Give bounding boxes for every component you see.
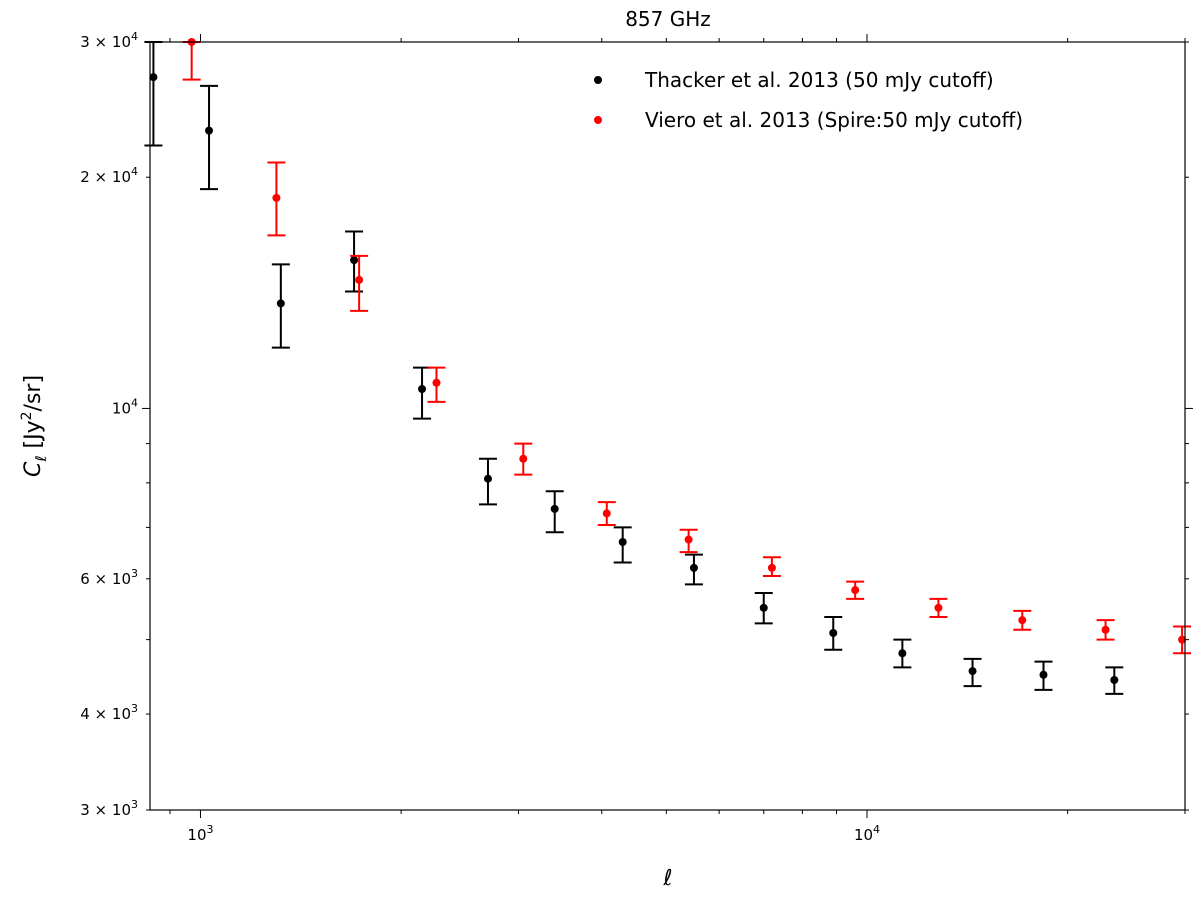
data-point xyxy=(1018,616,1027,625)
data-point xyxy=(767,563,776,572)
data-point xyxy=(432,378,441,387)
data-point xyxy=(602,509,611,518)
y-tick-label: 3 × 103 xyxy=(80,798,138,819)
legend: Thacker et al. 2013 (50 mJy cutoff) Viero… xyxy=(594,68,1023,132)
data-point xyxy=(418,384,427,393)
y-tick-label: 6 × 103 xyxy=(80,567,138,588)
data-point xyxy=(276,299,285,308)
x-axis-label: ℓ xyxy=(662,866,672,891)
data-point xyxy=(205,126,214,135)
data-point xyxy=(1101,625,1110,634)
plot-frame xyxy=(149,41,1186,811)
data-point xyxy=(1178,635,1187,644)
data-point xyxy=(1039,670,1048,679)
data-point xyxy=(355,275,364,284)
data-point xyxy=(851,586,860,595)
chart-title: 857 GHz xyxy=(625,7,711,31)
data-point xyxy=(934,603,943,612)
data-point xyxy=(968,667,977,676)
series-viero xyxy=(182,38,1192,655)
series-thacker xyxy=(144,41,1124,695)
data-point xyxy=(829,629,838,638)
data-point xyxy=(898,649,907,658)
y-tick-label: 104 xyxy=(112,396,138,417)
svg-text:Cℓ [Jy2/sr]: Cℓ [Jy2/sr] xyxy=(19,375,50,477)
legend-label: Viero et al. 2013 (Spire:50 mJy cutoff) xyxy=(645,108,1023,132)
data-point xyxy=(1110,675,1119,684)
legend-label: Thacker et al. 2013 (50 mJy cutoff) xyxy=(644,68,994,92)
data-point xyxy=(759,603,768,612)
data-point xyxy=(149,73,158,82)
y-axis-label: Cℓ [Jy2/sr] xyxy=(19,375,50,477)
data-marks xyxy=(144,38,1192,695)
legend-marker xyxy=(594,116,602,124)
data-point xyxy=(684,535,693,544)
y-tick-label: 3 × 104 xyxy=(80,30,138,51)
data-point xyxy=(272,193,281,202)
y-tick-label: 4 × 103 xyxy=(80,702,138,723)
data-point xyxy=(550,504,559,513)
y-tick-label: 2 × 104 xyxy=(80,165,138,186)
axis-ticks: 103 104 3 × 103 4 × 103 6 × 103 104 2 × 104 3 ×… xyxy=(80,30,1193,844)
data-point xyxy=(483,474,492,483)
x-tick-label: 104 xyxy=(854,823,880,844)
data-point xyxy=(689,563,698,572)
data-point xyxy=(618,538,627,547)
x-tick-label: 103 xyxy=(187,823,213,844)
data-point xyxy=(350,256,359,265)
data-point xyxy=(519,454,528,463)
legend-marker xyxy=(594,76,602,84)
